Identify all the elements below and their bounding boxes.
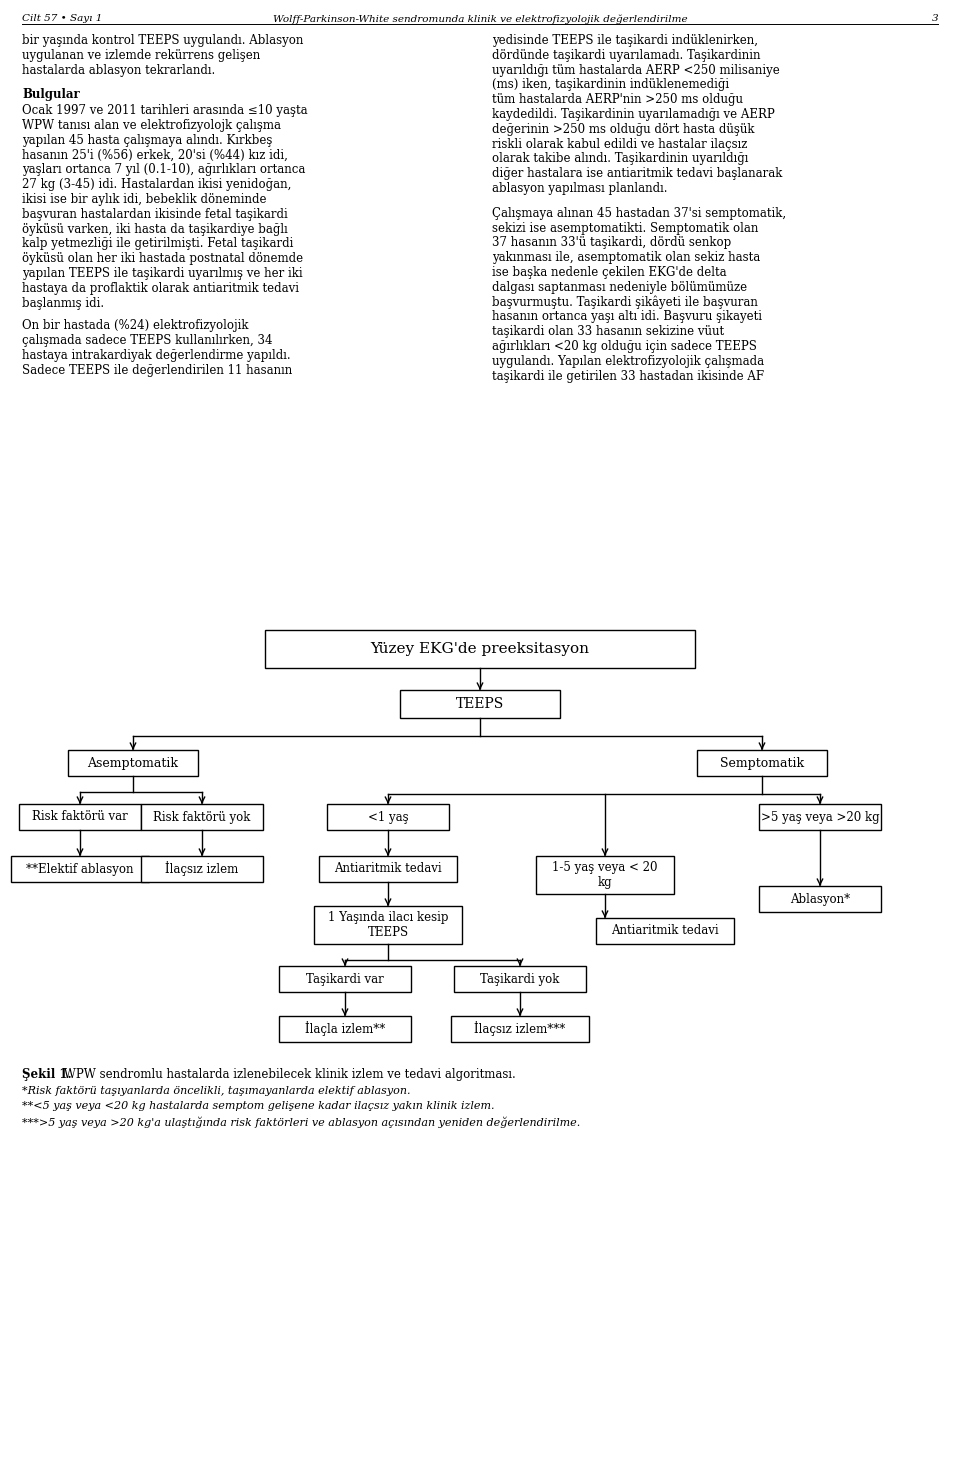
Text: bir yaşında kontrol TEEPS uygulandı. Ablasyon: bir yaşında kontrol TEEPS uygulandı. Abl… (22, 34, 303, 47)
FancyBboxPatch shape (400, 691, 560, 718)
Text: Antiaritmik tedavi: Antiaritmik tedavi (334, 863, 442, 876)
Text: İlaçsız izlem***: İlaçsız izlem*** (474, 1021, 565, 1036)
Text: Asemptomatik: Asemptomatik (87, 756, 179, 769)
Text: hastaya intrakardiyak değerlendirme yapıldı.: hastaya intrakardiyak değerlendirme yapı… (22, 350, 291, 361)
FancyBboxPatch shape (536, 857, 674, 895)
Text: 27 kg (3-45) idi. Hastalardan ikisi yenidoğan,: 27 kg (3-45) idi. Hastalardan ikisi yeni… (22, 178, 292, 191)
Text: Sadece TEEPS ile değerlendirilen 11 hasanın: Sadece TEEPS ile değerlendirilen 11 hasa… (22, 364, 292, 377)
Text: Wolff-Parkinson-White sendromunda klinik ve elektrofizyolojik değerlendirilme: Wolff-Parkinson-White sendromunda klinik… (273, 15, 687, 23)
FancyBboxPatch shape (697, 750, 827, 777)
FancyBboxPatch shape (265, 629, 695, 667)
Text: başlanmış idi.: başlanmış idi. (22, 297, 104, 309)
FancyBboxPatch shape (454, 966, 586, 992)
Text: Risk faktörü var: Risk faktörü var (32, 810, 128, 823)
Text: ***>5 yaş veya >20 kg'a ulaştığında risk faktörleri ve ablasyon açısından yenide: ***>5 yaş veya >20 kg'a ulaştığında risk… (22, 1116, 580, 1128)
Text: Antiaritmik tedavi: Antiaritmik tedavi (612, 925, 719, 937)
Text: <1 yaş: <1 yaş (368, 810, 408, 823)
Text: ikisi ise bir aylık idi, bebeklik döneminde: ikisi ise bir aylık idi, bebeklik dönemi… (22, 192, 267, 205)
Text: İlaçsız izlem: İlaçsız izlem (165, 861, 239, 877)
Text: hasanın 25'i (%56) erkek, 20'si (%44) kız idi,: hasanın 25'i (%56) erkek, 20'si (%44) kı… (22, 149, 288, 162)
FancyBboxPatch shape (141, 857, 263, 881)
Text: Risk faktörü yok: Risk faktörü yok (154, 810, 251, 823)
Text: dördünde taşikardi uyarılamadı. Taşikardinin: dördünde taşikardi uyarılamadı. Taşikard… (492, 48, 760, 61)
Text: hastaya da proflaktik olarak antiaritmik tedavi: hastaya da proflaktik olarak antiaritmik… (22, 281, 299, 294)
Text: çalışmada sadece TEEPS kullanılırken, 34: çalışmada sadece TEEPS kullanılırken, 34 (22, 334, 273, 347)
Text: tüm hastalarda AERP'nin >250 ms olduğu: tüm hastalarda AERP'nin >250 ms olduğu (492, 93, 743, 106)
Text: riskli olarak kabul edildi ve hastalar ilaçsız: riskli olarak kabul edildi ve hastalar i… (492, 137, 748, 150)
Text: başvurmuştu. Taşikardi şikâyeti ile başvuran: başvurmuştu. Taşikardi şikâyeti ile başv… (492, 296, 757, 309)
Text: Ocak 1997 ve 2011 tarihleri arasında ≤10 yaşta: Ocak 1997 ve 2011 tarihleri arasında ≤10… (22, 105, 307, 117)
FancyBboxPatch shape (68, 750, 198, 777)
FancyBboxPatch shape (759, 804, 881, 830)
Text: yaşları ortanca 7 yıl (0.1-10), ağırlıkları ortanca: yaşları ortanca 7 yıl (0.1-10), ağırlıkl… (22, 163, 305, 176)
Text: ise başka nedenle çekilen EKG'de delta: ise başka nedenle çekilen EKG'de delta (492, 267, 727, 278)
FancyBboxPatch shape (11, 857, 149, 881)
Text: yapılan 45 hasta çalışmaya alındı. Kırkbeş: yapılan 45 hasta çalışmaya alındı. Kırkb… (22, 134, 273, 147)
Text: uygulanan ve izlemde rekürrens gelişen: uygulanan ve izlemde rekürrens gelişen (22, 48, 260, 61)
FancyBboxPatch shape (451, 1016, 589, 1042)
FancyBboxPatch shape (319, 857, 457, 881)
Text: yedisinde TEEPS ile taşikardi indüklenirken,: yedisinde TEEPS ile taşikardi indüklenir… (492, 34, 758, 47)
Text: taşikardi ile getirilen 33 hastadan ikisinde AF: taşikardi ile getirilen 33 hastadan ikis… (492, 370, 764, 383)
Text: ablasyon yapılması planlandı.: ablasyon yapılması planlandı. (492, 182, 667, 195)
Text: TEEPS: TEEPS (456, 696, 504, 711)
Text: sekizi ise asemptomatikti. Semptomatik olan: sekizi ise asemptomatikti. Semptomatik o… (492, 221, 758, 235)
Text: değerinin >250 ms olduğu dört hasta düşük: değerinin >250 ms olduğu dört hasta düşü… (492, 122, 755, 136)
Text: Yüzey EKG'de preeksitasyon: Yüzey EKG'de preeksitasyon (371, 643, 589, 656)
Text: dalgası saptanması nedeniyle bölümümüze: dalgası saptanması nedeniyle bölümümüze (492, 281, 747, 294)
FancyBboxPatch shape (279, 966, 411, 992)
Text: >5 yaş veya >20 kg: >5 yaş veya >20 kg (760, 810, 879, 823)
Text: hastalarda ablasyon tekrarlandı.: hastalarda ablasyon tekrarlandı. (22, 64, 215, 77)
Text: 3: 3 (931, 15, 938, 23)
Text: On bir hastada (%24) elektrofizyolojik: On bir hastada (%24) elektrofizyolojik (22, 319, 249, 332)
Text: Çalışmaya alınan 45 hastadan 37'si semptomatik,: Çalışmaya alınan 45 hastadan 37'si sempt… (492, 207, 786, 220)
Text: ağırlıkları <20 kg olduğu için sadece TEEPS: ağırlıkları <20 kg olduğu için sadece TE… (492, 339, 756, 353)
Text: Taşikardi yok: Taşikardi yok (480, 972, 560, 985)
Text: *Risk faktörü taşıyanlarda öncelikli, taşımayanlarda elektif ablasyon.: *Risk faktörü taşıyanlarda öncelikli, ta… (22, 1085, 411, 1096)
Text: olarak takibe alındı. Taşikardinin uyarıldığı: olarak takibe alındı. Taşikardinin uyarı… (492, 153, 749, 166)
Text: **Elektif ablasyon: **Elektif ablasyon (26, 863, 133, 876)
Text: 1-5 yaş veya < 20
kg: 1-5 yaş veya < 20 kg (552, 861, 658, 889)
Text: öyküsü varken, iki hasta da taşikardiye bağlı: öyküsü varken, iki hasta da taşikardiye … (22, 223, 288, 236)
FancyBboxPatch shape (19, 804, 141, 830)
Text: uyarıldığı tüm hastalarda AERP <250 milisaniye: uyarıldığı tüm hastalarda AERP <250 mili… (492, 64, 780, 77)
Text: yapılan TEEPS ile taşikardi uyarılmış ve her iki: yapılan TEEPS ile taşikardi uyarılmış ve… (22, 267, 302, 280)
Text: WPW sendromlu hastalarda izlenebilecek klinik izlem ve tedavi algoritması.: WPW sendromlu hastalarda izlenebilecek k… (60, 1068, 516, 1081)
Text: kaydedildi. Taşikardinin uyarılamadığı ve AERP: kaydedildi. Taşikardinin uyarılamadığı v… (492, 108, 775, 121)
Text: diğer hastalara ise antiaritmik tedavi başlanarak: diğer hastalara ise antiaritmik tedavi b… (492, 168, 782, 181)
Text: 1 Yaşında ilacı kesip
TEEPS: 1 Yaşında ilacı kesip TEEPS (327, 911, 448, 938)
FancyBboxPatch shape (759, 886, 881, 912)
Text: 37 hasanın 33'ü taşikardi, dördü senkop: 37 hasanın 33'ü taşikardi, dördü senkop (492, 236, 732, 249)
Text: WPW tanısı alan ve elektrofizyolojk çalışma: WPW tanısı alan ve elektrofizyolojk çalı… (22, 119, 281, 133)
Text: Şekil 1.: Şekil 1. (22, 1068, 72, 1081)
Text: İlaçla izlem**: İlaçla izlem** (305, 1021, 385, 1036)
Text: Cilt 57 • Sayı 1: Cilt 57 • Sayı 1 (22, 15, 103, 23)
Text: taşikardi olan 33 hasanın sekizine vüut: taşikardi olan 33 hasanın sekizine vüut (492, 325, 724, 338)
Text: yakınması ile, asemptomatik olan sekiz hasta: yakınması ile, asemptomatik olan sekiz h… (492, 251, 760, 264)
FancyBboxPatch shape (141, 804, 263, 830)
Text: öyküsü olan her iki hastada postnatal dönemde: öyküsü olan her iki hastada postnatal dö… (22, 252, 303, 265)
Text: (ms) iken, taşikardinin indüklenemediği: (ms) iken, taşikardinin indüklenemediği (492, 79, 730, 92)
Text: hasanın ortanca yaşı altı idi. Başvuru şikayeti: hasanın ortanca yaşı altı idi. Başvuru ş… (492, 310, 762, 323)
Text: **<5 yaş veya <20 kg hastalarda semptom gelişene kadar ilaçsız yakın klinik izle: **<5 yaş veya <20 kg hastalarda semptom … (22, 1101, 494, 1112)
Text: kalp yetmezliği ile getirilmişti. Fetal taşikardi: kalp yetmezliği ile getirilmişti. Fetal … (22, 237, 294, 251)
FancyBboxPatch shape (279, 1016, 411, 1042)
Text: Bulgular: Bulgular (22, 89, 80, 102)
Text: Ablasyon*: Ablasyon* (790, 893, 850, 905)
Text: Taşikardi var: Taşikardi var (306, 972, 384, 985)
Text: başvuran hastalardan ikisinde fetal taşikardi: başvuran hastalardan ikisinde fetal taşi… (22, 208, 288, 221)
FancyBboxPatch shape (596, 918, 734, 944)
FancyBboxPatch shape (314, 906, 462, 944)
Text: uygulandı. Yapılan elektrofizyolojik çalışmada: uygulandı. Yapılan elektrofizyolojik çal… (492, 356, 764, 367)
Text: Semptomatik: Semptomatik (720, 756, 804, 769)
FancyBboxPatch shape (327, 804, 449, 830)
